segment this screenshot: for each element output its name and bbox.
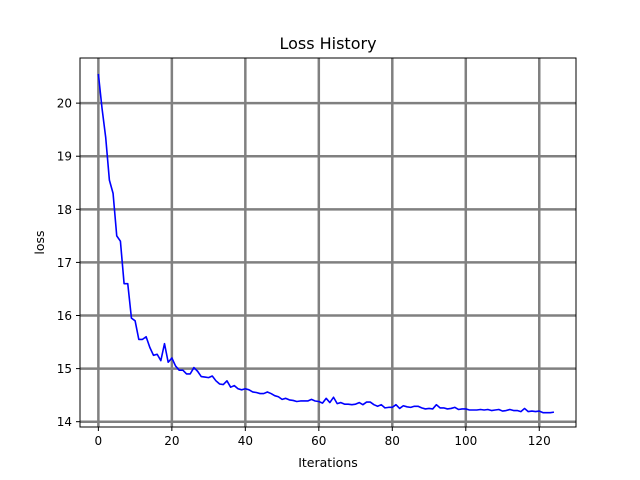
x-tick-label: 20: [164, 434, 179, 448]
loss-series-line: [97, 73, 555, 414]
y-tick-label: 15: [57, 362, 72, 376]
y-tick-label: 18: [57, 203, 72, 217]
grid: [80, 58, 576, 427]
x-tick-label: 100: [454, 434, 477, 448]
y-axis-label: loss: [32, 230, 47, 254]
x-tick-label: 0: [95, 434, 103, 448]
x-axis-label: Iterations: [298, 455, 358, 470]
chart-title: Loss History: [279, 34, 376, 53]
y-tick-label: 17: [57, 256, 72, 270]
y-tick-label: 19: [57, 150, 72, 164]
y-tick-label: 20: [57, 97, 72, 111]
x-axis-ticks: 0 20 40 60 80 100 120: [95, 427, 551, 448]
y-axis-ticks: 14 15 16 17 18 19 20: [57, 97, 80, 429]
x-tick-label: 40: [238, 434, 253, 448]
y-tick-label: 16: [57, 309, 72, 323]
x-tick-label: 80: [385, 434, 400, 448]
x-tick-label: 60: [311, 434, 326, 448]
y-tick-label: 14: [57, 415, 72, 429]
x-tick-label: 120: [528, 434, 551, 448]
plot-frame: [79, 57, 577, 428]
